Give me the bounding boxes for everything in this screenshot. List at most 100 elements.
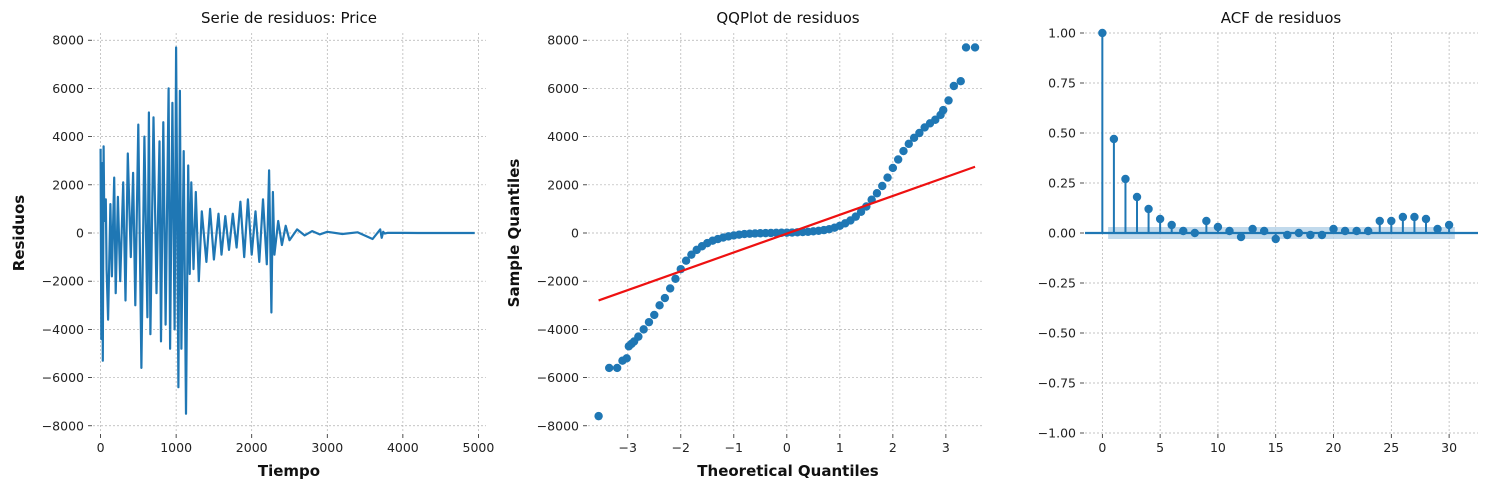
y-tick-label: 0.50	[1048, 126, 1076, 141]
x-tick-label: 0	[1098, 440, 1106, 455]
y-tick-label: 2000	[547, 177, 579, 192]
acf-marker	[1155, 214, 1165, 224]
y-tick-label: 2000	[52, 177, 84, 192]
x-tick-label: 5	[1156, 440, 1164, 455]
x-tick-label: 3000	[311, 440, 343, 455]
y-tick-label: 4000	[547, 129, 579, 144]
y-tick-label: −6000	[537, 370, 579, 385]
qq-point	[970, 43, 980, 52]
acf-marker	[1132, 192, 1142, 202]
acf-marker	[1283, 230, 1292, 240]
y-tick-label: −0.75	[1038, 376, 1076, 391]
y-tick-label: 4000	[52, 129, 84, 144]
x-tick-label: 1	[836, 440, 844, 455]
acf-marker	[1340, 226, 1350, 236]
acf-marker	[1248, 224, 1257, 234]
x-tick-label: −3	[619, 440, 637, 455]
acf-marker	[1410, 212, 1419, 222]
acf-marker	[1259, 226, 1269, 236]
x-tick-label: −1	[725, 440, 743, 455]
qq-point	[612, 363, 622, 373]
acf-marker	[1121, 174, 1130, 184]
x-tick-label: 20	[1326, 440, 1342, 455]
qq-point	[883, 173, 892, 182]
qq-point	[650, 310, 659, 320]
acf-marker	[1236, 232, 1246, 242]
y-tick-label: −4000	[42, 322, 84, 337]
qq-point	[687, 250, 696, 259]
y-tick-label: 6000	[52, 81, 84, 96]
acf-marker	[1363, 226, 1373, 236]
y-tick-label: 8000	[52, 33, 84, 48]
qq-point	[594, 411, 603, 421]
x-tick-label: 15	[1268, 440, 1284, 455]
acf-marker	[1144, 204, 1153, 214]
x-tick-label: 1000	[160, 440, 192, 455]
qq-point	[872, 189, 882, 198]
y-tick-label: −2000	[537, 274, 579, 289]
acf-marker	[1179, 226, 1188, 236]
y-tick-label: −1.00	[1038, 426, 1076, 441]
qq-point	[939, 105, 948, 115]
qq-point	[915, 128, 924, 138]
ticks-qqplot: −3 −2 −1 0 1 2 3 −8000 −6000 −4000 −2000 0 2000 4000 6…	[537, 33, 950, 455]
title-qqplot: QQPlot de residuos	[716, 9, 859, 27]
x-tick-label: 2	[889, 440, 897, 455]
acf-marker	[1294, 228, 1304, 238]
y-tick-label: 0	[76, 226, 84, 241]
acf-marker	[1352, 226, 1361, 236]
ylabel-qqplot: Sample Quantiles	[505, 159, 523, 308]
qq-point	[634, 332, 643, 341]
ticks-acf: 0 5 10 15 20 25 30 −1.00 −0.75 −0.50 −0.25 0.00 0.25…	[1038, 26, 1457, 456]
grid-lines-residual-series	[93, 33, 486, 433]
qq-point	[961, 43, 971, 52]
qq-point	[893, 155, 903, 164]
acf-marker	[1202, 216, 1211, 226]
title-residual-series: Serie de residuos: Price	[201, 9, 377, 27]
ylabel-residual-series: Residuos	[10, 195, 28, 272]
qq-point	[909, 133, 919, 143]
acf-marker	[1375, 216, 1384, 226]
residual-series-line	[99, 46, 475, 415]
y-tick-label: 0.75	[1048, 76, 1076, 91]
acf-marker	[1306, 230, 1315, 240]
qq-point	[878, 181, 887, 191]
qq-point	[655, 301, 664, 310]
y-tick-label: −0.50	[1038, 326, 1076, 341]
qq-point	[622, 354, 631, 363]
y-tick-label: 0.00	[1048, 226, 1076, 241]
qq-point	[671, 274, 680, 283]
qq-point	[856, 207, 866, 216]
ticks-residual-series: 0 1000 2000 3000 4000 5000 −8000 −6000 −4000 −200…	[42, 33, 495, 455]
x-tick-label: −2	[672, 440, 690, 455]
acf-marker	[1167, 220, 1176, 230]
qq-fit-line	[598, 165, 976, 302]
acf-marker	[1225, 226, 1234, 236]
qq-point	[899, 146, 908, 156]
y-tick-label: −0.25	[1038, 276, 1076, 291]
title-acf: ACF de residuos	[1221, 9, 1342, 27]
qq-point	[851, 212, 860, 221]
acf-marker	[1098, 28, 1107, 38]
x-tick-label: 10	[1210, 440, 1226, 455]
x-tick-label: 2000	[236, 440, 268, 455]
xlabel-residual-series: Tiempo	[258, 462, 320, 480]
acf-marker	[1317, 230, 1327, 240]
acf-marker	[1109, 134, 1119, 144]
acf-stems	[1098, 28, 1454, 244]
y-tick-label: 0	[571, 226, 579, 241]
qq-points	[594, 43, 980, 421]
x-tick-label: 4000	[387, 440, 419, 455]
acf-marker	[1213, 222, 1223, 232]
qq-point	[639, 325, 648, 334]
x-tick-label: 30	[1441, 440, 1457, 455]
acf-marker	[1190, 228, 1200, 238]
x-tick-label: 3	[942, 440, 950, 455]
panel-residual-series: Serie de residuos: Price Tiempo Residuos…	[10, 9, 494, 480]
qq-point	[888, 163, 898, 173]
qq-point	[931, 115, 940, 124]
qq-point	[605, 363, 614, 373]
acf-marker	[1329, 224, 1338, 234]
x-tick-label: 25	[1383, 440, 1399, 455]
y-tick-label: −2000	[42, 274, 84, 289]
